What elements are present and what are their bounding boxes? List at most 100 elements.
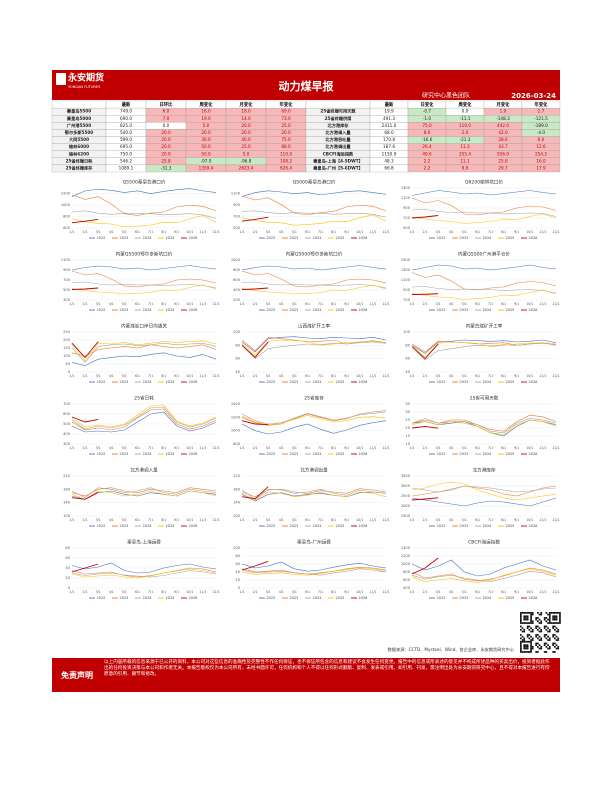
x-tick-label: 8/1	[331, 230, 336, 234]
x-tick-label: 6/1	[475, 518, 480, 522]
qr-cell	[526, 634, 529, 636]
qr-cell	[552, 617, 554, 619]
qr-cell	[521, 630, 524, 633]
qr-cell	[531, 629, 534, 631]
legend-label: 2022	[97, 308, 106, 312]
chart-title: 秦皇岛-广州运费	[297, 539, 331, 546]
qr-cell	[548, 629, 551, 631]
x-tick-label: 5/1	[462, 590, 467, 594]
x-tick-label: 11/1	[369, 302, 376, 306]
x-tick-label: 6/1	[305, 230, 310, 234]
x-tick-label: 7/1	[488, 302, 493, 306]
series-line	[241, 561, 387, 572]
x-tick-label: 4/1	[109, 374, 114, 378]
x-tick-label: 6/1	[135, 446, 140, 450]
table-value: 442.0	[497, 123, 509, 128]
x-tick-label: 3/1	[96, 230, 101, 234]
x-tick-label: 10/1	[526, 374, 533, 378]
qr-cell	[545, 617, 548, 619]
table-value: 9.9	[462, 165, 469, 170]
qr-cell	[535, 618, 537, 621]
table-value: 25.8	[161, 158, 171, 163]
qr-cell	[552, 615, 554, 618]
series-line	[71, 352, 217, 366]
chart-title: Q5500秦皇岛港口价	[123, 179, 166, 186]
y-tick-label: 500	[233, 226, 241, 230]
y-tick-label: 700	[233, 215, 241, 219]
y-tick-label: 100	[233, 514, 241, 518]
series-line	[241, 567, 387, 576]
qr-cell	[535, 642, 537, 645]
legend-label: 2025	[506, 596, 515, 600]
table-value: 556.0	[497, 151, 509, 156]
qr-cell	[530, 618, 532, 621]
table-header: 年变化	[535, 101, 549, 108]
table-value: 254.2	[535, 151, 547, 156]
table-value: 16.0	[536, 158, 546, 163]
qr-cell	[530, 617, 532, 619]
x-tick-label: 7/1	[488, 374, 493, 378]
legend-label: 2026	[529, 308, 538, 312]
x-tick-label: 6/1	[135, 374, 140, 378]
table-value: 2.2	[424, 165, 431, 170]
x-tick-label: 6/1	[475, 446, 480, 450]
legend-label: 2023	[290, 236, 299, 240]
mini-chart: 北方港调入量 100 140 180 220 1/1 2/1 3/1 4/1 5/1 6/1 7/1 8…	[63, 467, 219, 529]
x-tick-label: 1/1	[409, 446, 414, 450]
mini-chart: 内蒙古煤矿开工率 40 60 80 100 1/1 2/1 3/1 4/1 5/1 6/1 7/1 8/…	[403, 323, 559, 385]
x-tick-label: 5/1	[462, 230, 467, 234]
series-line	[71, 487, 217, 497]
x-tick-label: 3/1	[96, 302, 101, 306]
qr-cell	[530, 613, 532, 616]
series-line	[411, 341, 557, 358]
legend-label: 2024	[143, 596, 153, 600]
legend-label: 2022	[97, 236, 106, 240]
legend-label: 2026	[189, 596, 198, 600]
row-label: 北方港调入量	[325, 129, 351, 136]
x-tick-label: 5/1	[122, 230, 127, 234]
x-tick-label: 3/1	[436, 374, 441, 378]
qr-cell	[557, 646, 560, 648]
y-tick-label: 40	[235, 370, 240, 374]
qr-cell	[555, 639, 558, 641]
x-tick-label: 9/1	[514, 230, 519, 234]
table-value: 2.2	[424, 158, 431, 163]
table-value: 73.0	[281, 116, 291, 121]
y-tick-label: 60	[235, 357, 240, 361]
x-tick-label: 12/1	[382, 302, 389, 306]
series-line	[241, 491, 387, 501]
y-tick-label: 1300	[401, 186, 411, 190]
y-tick-label: 600	[63, 226, 71, 230]
qr-cell	[554, 615, 556, 618]
x-tick-label: 5/1	[292, 518, 297, 522]
qr-cell	[555, 647, 558, 650]
legend-label: 2026	[529, 596, 538, 600]
x-tick-label: 7/1	[318, 590, 323, 594]
series-line	[71, 408, 217, 431]
legend-label: 2024	[313, 308, 323, 312]
legend-label: 2022	[437, 308, 446, 312]
y-tick-label: 250	[63, 330, 71, 334]
y-tick-label: 30	[405, 410, 410, 414]
legend-label: 2023	[290, 524, 299, 528]
x-tick-label: 4/1	[109, 590, 114, 594]
qr-cell	[526, 627, 529, 629]
series-line	[411, 293, 439, 295]
legend-label: 2026	[189, 524, 198, 528]
y-tick-label: 700	[403, 298, 411, 302]
mini-chart: 秦皇岛-上海运费 0 20 40 60 80 1/1 2/1 3/1 4/1 5/1 6/1 7/1 8/…	[65, 539, 219, 601]
qr-cell	[520, 646, 522, 648]
y-tick-label: 100	[63, 514, 71, 518]
qr-cell	[552, 635, 554, 638]
x-tick-label: 2/1	[423, 446, 428, 450]
series-line	[411, 213, 557, 224]
qr-cell	[557, 637, 560, 640]
legend-label: 2025	[166, 236, 175, 240]
y-tick-label: 50	[65, 362, 70, 366]
qr-cell	[537, 617, 539, 619]
legend-label: 2025	[506, 452, 515, 456]
series-line	[241, 491, 387, 502]
qr-cell	[555, 630, 558, 633]
y-tick-label: 40	[235, 570, 240, 574]
x-tick-label: 12/1	[552, 302, 559, 306]
